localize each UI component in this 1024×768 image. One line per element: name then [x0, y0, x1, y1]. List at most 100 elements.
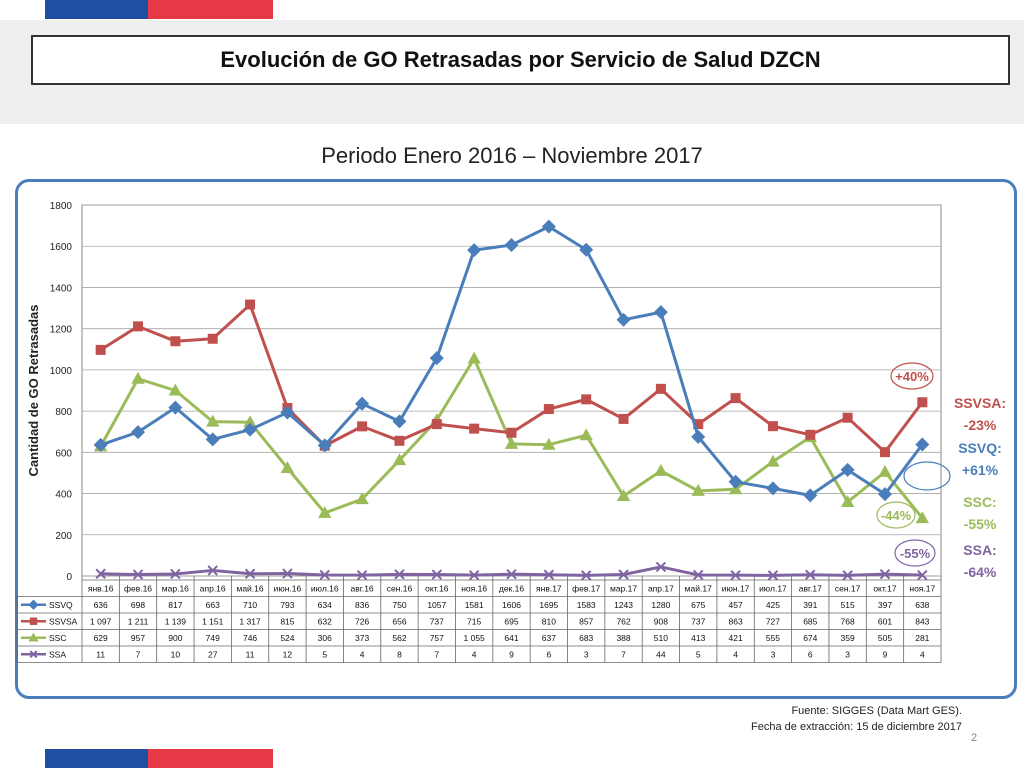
annotation-circle-ssvq — [903, 461, 951, 491]
data-table-cell: 908 — [654, 617, 668, 627]
annotation-label-ssvsa: +40% — [895, 369, 929, 384]
data-table-cell: 457 — [728, 600, 742, 610]
data-point-ssa — [95, 568, 106, 579]
data-point-ssvsa — [917, 397, 928, 408]
data-table-cell: 637 — [542, 633, 556, 643]
data-table-cell: 27 — [208, 650, 218, 660]
data-table-cell: 634 — [318, 600, 332, 610]
legend-key-marker — [29, 650, 38, 659]
data-table-cell: 4 — [472, 650, 477, 660]
x-tick-label: май.17 — [685, 584, 712, 594]
data-table-cell: 1 055 — [464, 633, 486, 643]
data-point-ssvsa — [730, 393, 741, 404]
x-tick-label: май.16 — [236, 584, 263, 594]
data-table-cell: 1606 — [502, 600, 521, 610]
legend-label: SSC — [49, 633, 66, 643]
y-tick-label: 1000 — [50, 366, 73, 377]
data-table-cell: 737 — [691, 617, 705, 627]
x-tick-label: фев.17 — [572, 584, 600, 594]
data-table-cell: 7 — [136, 650, 141, 660]
x-tick-label: ноя.17 — [909, 584, 935, 594]
data-point-ssvsa — [805, 429, 816, 440]
chart-frame — [15, 179, 1017, 699]
data-table-cell: 7 — [621, 650, 626, 660]
data-table-cell: 281 — [915, 633, 929, 643]
data-point-ssa — [917, 569, 928, 581]
data-point-ssa — [506, 568, 517, 580]
data-table-cell: 641 — [504, 633, 518, 643]
plot-area — [81, 204, 942, 577]
side-label-ssvq-name: SSVQ: — [958, 440, 1002, 456]
data-table-cell: 5 — [322, 650, 327, 660]
side-label-ssvsa-value: -23% — [964, 417, 997, 433]
footer-date: Fecha de extracción: 15 de diciembre 201… — [751, 721, 962, 733]
data-table-cell: 715 — [467, 617, 481, 627]
data-table-cell: 638 — [915, 600, 929, 610]
data-table-cell: 1 211 — [128, 617, 149, 627]
data-table-cell: 836 — [355, 600, 369, 610]
data-table-cell: 746 — [243, 633, 257, 643]
side-label-ssc-value: -55% — [964, 516, 997, 532]
data-point-ssvsa — [431, 419, 442, 430]
legend-label: SSA — [49, 650, 66, 660]
data-point-ssvsa — [357, 421, 368, 432]
data-point-ssvq — [803, 488, 818, 503]
data-table-cell: 757 — [430, 633, 444, 643]
data-table-cell: 7 — [434, 650, 439, 660]
y-tick-label: 1400 — [50, 283, 73, 294]
y-axis-label: Cantidad de GO Retrasadas — [26, 305, 41, 477]
data-point-ssc — [206, 414, 220, 427]
side-label-ssvq-value: +61% — [962, 462, 999, 478]
flag-bar-red-top — [148, 0, 273, 19]
x-tick-label: ноя.16 — [461, 584, 487, 594]
data-table-cell: 843 — [915, 617, 929, 627]
data-table-cell: 388 — [616, 633, 630, 643]
data-point-ssa — [282, 568, 293, 579]
annotation-label-ssa: -55% — [900, 546, 931, 561]
data-table-cell: 413 — [691, 633, 705, 643]
title-box: Evolución de GO Retrasadas por Servicio … — [31, 35, 1010, 85]
data-point-ssvq — [877, 487, 892, 502]
x-tick-label: янв.16 — [88, 584, 114, 594]
data-table-cell: 1 139 — [165, 617, 187, 627]
data-point-ssvsa — [469, 423, 480, 434]
data-point-ssc — [878, 465, 892, 477]
data-point-ssvq — [616, 312, 631, 327]
data-point-ssvq — [168, 400, 183, 415]
data-table-cell: 750 — [392, 600, 406, 610]
x-tick-label: июл.17 — [759, 584, 787, 594]
data-table-cell: 562 — [392, 633, 406, 643]
data-table-cell: 510 — [654, 633, 668, 643]
data-table-cell: 12 — [283, 650, 293, 660]
data-table-cell: 900 — [168, 633, 182, 643]
legend-key-marker — [28, 599, 39, 610]
data-point-ssvq — [467, 243, 482, 258]
data-point-ssa — [655, 561, 667, 573]
data-point-ssc — [467, 351, 481, 364]
data-table-cell: 656 — [392, 617, 406, 627]
data-table-cell: 373 — [355, 633, 369, 643]
data-point-ssc — [542, 437, 556, 450]
data-point-ssvsa — [245, 299, 256, 310]
data-point-ssc — [168, 383, 183, 396]
data-point-ssa — [132, 569, 144, 580]
data-table-cell: 1 317 — [239, 617, 261, 627]
annotation-circle-ssvsa — [890, 362, 934, 390]
data-point-ssvsa — [170, 336, 181, 347]
data-table-cell: 1243 — [614, 600, 633, 610]
x-tick-label: июн.16 — [274, 584, 302, 594]
data-point-ssvq — [653, 305, 668, 320]
data-point-ssa — [431, 569, 443, 580]
y-tick-label: 400 — [55, 490, 72, 501]
data-point-ssvsa — [133, 321, 144, 332]
data-point-ssc — [579, 428, 593, 441]
data-point-ssc — [915, 511, 930, 524]
data-point-ssa — [693, 569, 704, 581]
data-table-cell: 3 — [771, 650, 776, 660]
x-tick-label: апр.17 — [648, 584, 674, 594]
data-point-ssc — [616, 489, 631, 502]
data-point-ssvsa — [543, 404, 554, 415]
data-point-ssvsa — [506, 427, 517, 438]
data-table-cell: 44 — [656, 650, 666, 660]
data-table-cell: 425 — [766, 600, 780, 610]
